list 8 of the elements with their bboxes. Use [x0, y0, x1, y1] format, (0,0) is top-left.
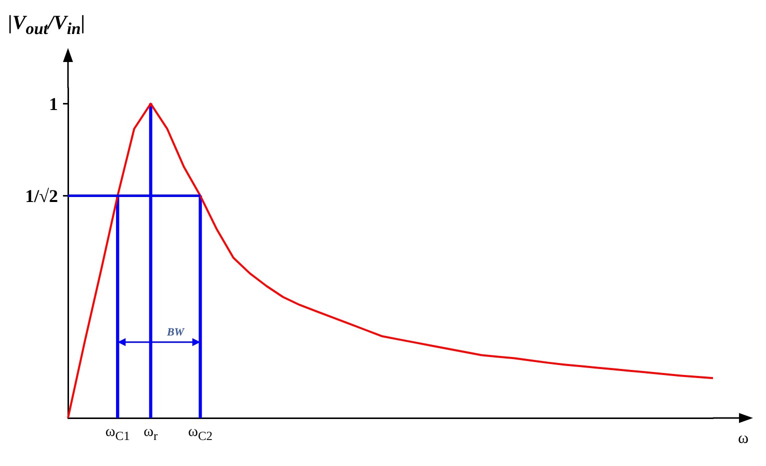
- x-tick-label: ω$_{C2}$: [187, 424, 214, 444]
- ref-line-label: 1: [49, 92, 58, 116]
- x-tick-label: ω$_{C1}$: [104, 424, 131, 444]
- y-axis-title: |V$_{out}$/V$_{in}$|: [8, 12, 86, 39]
- annotation: BW: [166, 326, 186, 338]
- x-tick-label: ω$_{r}$: [144, 424, 158, 443]
- x-axis-title: ω: [738, 430, 749, 448]
- ref-line-label: 1/√2: [25, 184, 58, 208]
